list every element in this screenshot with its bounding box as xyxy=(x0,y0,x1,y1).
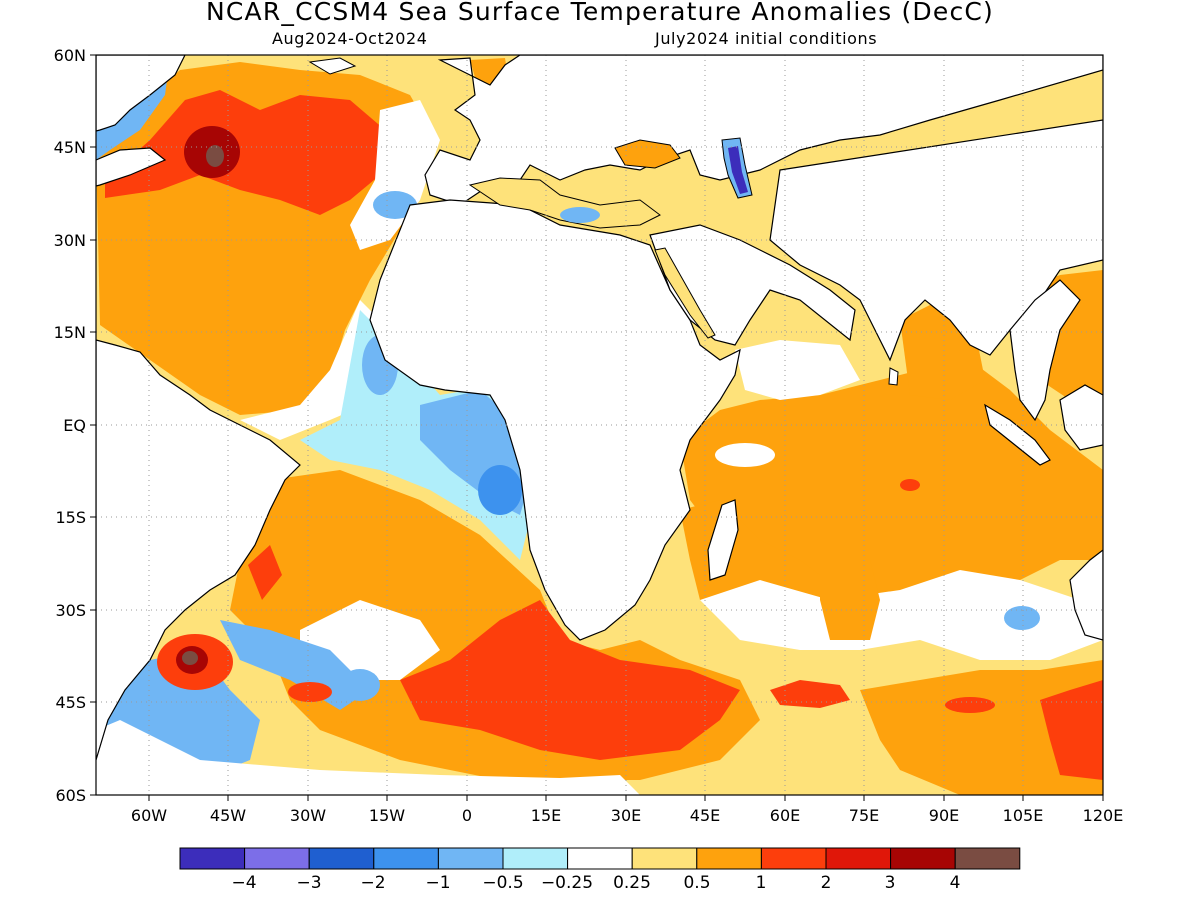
anomaly-region-south-atlantic-hot xyxy=(400,600,740,760)
longitude-axis: 60W 45W 30W 15W 0 15E 30E 45E 60E 75E 90… xyxy=(131,795,1123,825)
colorbar-swatch xyxy=(631,847,698,870)
land-africa xyxy=(369,199,741,641)
anomaly-region-malvinas-cool xyxy=(220,620,370,710)
lat-tick-label: 60N xyxy=(54,46,86,65)
lat-tick-label: 30S xyxy=(55,601,86,620)
land-australia xyxy=(1069,549,1103,641)
anomaly-region-canary-cool xyxy=(373,191,417,219)
anomaly-region-equatorial-atlantic-light-cool xyxy=(300,310,535,560)
land-madagascar xyxy=(707,499,739,581)
colorbar-swatch xyxy=(308,847,375,870)
land-europe xyxy=(424,55,1103,206)
land-borneo xyxy=(1059,384,1103,451)
lon-tick-label: 60W xyxy=(131,806,167,825)
colorbar-swatch xyxy=(696,847,762,870)
colorbar-swatch xyxy=(373,847,439,870)
anomaly-region-southern-ocean-hot-spot xyxy=(945,697,995,713)
lat-tick-label: 15S xyxy=(55,508,86,527)
lat-tick-label: 30N xyxy=(54,231,86,250)
colorbar-label: −0.25 xyxy=(541,873,593,893)
land-sri-lanka xyxy=(888,367,899,386)
colorbar-swatch xyxy=(179,847,246,870)
map-grid xyxy=(96,55,1103,795)
anomaly-region-newfoundland-max xyxy=(206,145,224,167)
anomaly-region-arabian-sea-white xyxy=(735,340,860,400)
anomaly-region-southwest-atlantic-hot xyxy=(288,682,332,702)
colorbar-label: 2 xyxy=(821,873,832,893)
lat-tick-label: 45S xyxy=(55,693,86,712)
lat-tick-label: EQ xyxy=(63,416,86,435)
colorbar-label: 4 xyxy=(950,873,961,893)
anomaly-region-indian-ocean-hot-spot xyxy=(900,479,920,491)
lat-tick-label: 60S xyxy=(55,786,86,805)
colorbar-swatch xyxy=(760,847,827,870)
colorbar-label: 0.5 xyxy=(683,873,710,893)
anomaly-region-southern-ocean-white xyxy=(96,720,640,795)
colorbar-swatch xyxy=(437,847,504,870)
lon-tick-label: 45W xyxy=(210,806,246,825)
colorbar-label: −3 xyxy=(296,873,321,893)
anomaly-region-southern-ocean-east-warm xyxy=(860,660,1103,795)
lon-tick-label: 15W xyxy=(369,806,405,825)
colorbar-swatch xyxy=(954,847,1021,870)
lon-tick-label: 105E xyxy=(1003,806,1044,825)
land-indochina xyxy=(1009,279,1081,422)
anomaly-region-south-indian-warm xyxy=(820,560,880,640)
lon-tick-label: 0 xyxy=(462,806,472,825)
anomaly-region-south-indian-white xyxy=(700,570,1103,660)
colorbar-swatch xyxy=(502,847,569,870)
anomaly-region-western-australia-cool xyxy=(1004,606,1040,630)
lon-tick-label: 45E xyxy=(690,806,720,825)
colorbar-swatch xyxy=(244,847,310,870)
anomaly-region-caspian-extreme-cool xyxy=(728,146,748,194)
lat-tick-label: 15N xyxy=(54,323,86,342)
colorbar-label: −2 xyxy=(360,873,385,893)
land-south-america xyxy=(96,339,301,761)
anomaly-region-brazil-hot xyxy=(248,545,282,600)
lon-tick-label: 30W xyxy=(290,806,326,825)
colorbar-label: 3 xyxy=(885,873,896,893)
land-iceland xyxy=(308,57,357,75)
anomaly-region-argentina-max xyxy=(182,651,198,665)
water-red-sea xyxy=(654,247,716,339)
water-mediterranean xyxy=(468,177,661,229)
anomaly-region-southern-indian-hot-band xyxy=(770,680,850,708)
colorbar-label: −0.5 xyxy=(482,873,523,893)
colorbar-swatch xyxy=(825,847,892,870)
colorbar-label: 0.25 xyxy=(613,873,651,893)
anomaly-region-mediterranean-cool xyxy=(560,207,600,223)
lon-tick-label: 15E xyxy=(531,806,561,825)
lon-tick-label: 75E xyxy=(849,806,879,825)
lon-tick-label: 60E xyxy=(770,806,800,825)
anomaly-region-south-atlantic-cool-patch xyxy=(340,669,380,701)
lon-tick-label: 120E xyxy=(1083,806,1124,825)
land-sumatra xyxy=(984,403,1051,466)
map-title: NCAR_CCSM4 Sea Surface Temperature Anoma… xyxy=(205,0,995,26)
colorbar-swatch xyxy=(567,847,633,870)
anomaly-region-southern-ocean-east-hot xyxy=(1040,680,1103,780)
colorbar-label: −1 xyxy=(425,873,450,893)
anomaly-region-northwest-atlantic-hot xyxy=(105,90,385,215)
colorbar-swatch xyxy=(890,847,956,870)
initial-conditions: July2024 initial conditions xyxy=(655,29,878,48)
colorbar-label: 1 xyxy=(756,873,767,893)
anomaly-region-angola-cool xyxy=(478,465,522,515)
forecast-period: Aug2024-Oct2024 xyxy=(272,29,428,48)
lat-tick-label: 45N xyxy=(54,138,86,157)
lon-tick-label: 30E xyxy=(611,806,641,825)
anomaly-region-northeast-atlantic-white xyxy=(350,100,440,250)
land-nova-scotia xyxy=(96,147,167,187)
land-north-america xyxy=(96,55,186,132)
colorbar: −4 −3 −2 −1 −0.5 −0.25 0.25 0.5 1 2 3 4 xyxy=(179,847,1021,893)
anomaly-region-equatorial-indian-white xyxy=(715,443,775,467)
lon-tick-label: 90E xyxy=(929,806,959,825)
colorbar-label: −4 xyxy=(231,873,256,893)
latitude-axis: 60N 45N 30N 15N EQ 15S 30S 45S 60S xyxy=(54,46,96,805)
